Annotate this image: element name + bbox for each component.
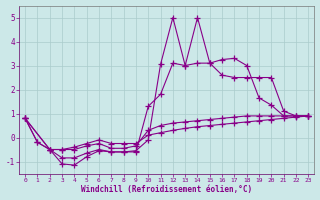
X-axis label: Windchill (Refroidissement éolien,°C): Windchill (Refroidissement éolien,°C) <box>81 185 252 194</box>
